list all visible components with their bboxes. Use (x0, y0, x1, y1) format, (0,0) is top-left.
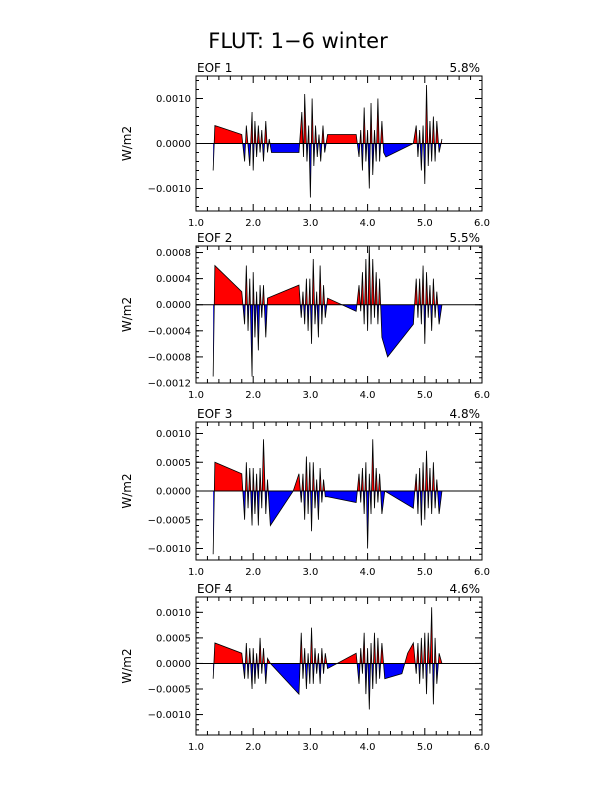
y-tick-label: −0.0008 (148, 352, 191, 363)
x-tick-label: 5.0 (417, 567, 433, 578)
positive-area (213, 85, 442, 144)
positive-area (213, 607, 442, 664)
variance-label: 4.6% (450, 582, 481, 596)
x-tick-label: 4.0 (360, 742, 376, 753)
x-tick-label: 1.0 (188, 390, 204, 401)
y-tick-label: 0.0000 (156, 659, 191, 670)
x-tick-label: 6.0 (474, 390, 490, 401)
panel-label: EOF 3 (197, 407, 232, 421)
eof-panel-1: 1.0 2.0 3.0 4.0 5.0 6.0 0.0010 0.0000 −0.0010 W/m… (120, 61, 490, 229)
x-tick-label: 1.0 (188, 742, 204, 753)
y-tick-label: 0.0000 (156, 300, 191, 311)
y-tick-label: −0.0005 (148, 685, 191, 696)
y-tick-label: −0.0005 (148, 515, 191, 526)
x-tick-label: 2.0 (245, 390, 261, 401)
y-axis-label: W/m2 (120, 126, 134, 161)
panel-label: EOF 4 (197, 582, 232, 596)
y-tick-label: −0.0010 (148, 184, 191, 195)
y-tick-label: −0.0010 (148, 544, 191, 555)
x-tick-label: 2.0 (245, 567, 261, 578)
x-tick-label: 5.0 (417, 742, 433, 753)
x-tick-label: 1.0 (188, 567, 204, 578)
x-tick-label: 6.0 (474, 218, 490, 229)
variance-label: 5.5% (450, 231, 481, 245)
y-tick-label: 0.0000 (156, 139, 191, 150)
variance-label: 4.8% (450, 407, 481, 421)
x-tick-label: 1.0 (188, 218, 204, 229)
negative-area (213, 304, 442, 377)
plot-frame (195, 596, 483, 736)
y-tick-label: 0.0005 (156, 633, 191, 644)
series-line (212, 245, 443, 377)
y-axis-label: W/m2 (120, 297, 134, 332)
x-tick-label: 2.0 (245, 218, 261, 229)
x-tick-label: 5.0 (417, 218, 433, 229)
y-tick-label: −0.0010 (148, 710, 191, 721)
eof-panel-3: 1.0 2.0 3.0 4.0 5.0 6.0 0.0010 0.0005 0.0000 −0.0… (120, 407, 490, 578)
y-tick-label: 0.0010 (156, 608, 191, 619)
plot-frame (195, 245, 483, 384)
x-tick-label: 2.0 (245, 742, 261, 753)
y-tick-label: −0.0012 (148, 379, 191, 390)
y-tick-label: 0.0010 (156, 94, 191, 105)
panel-label: EOF 1 (197, 61, 232, 75)
y-tick-label: 0.0008 (156, 248, 191, 259)
variance-label: 5.8% (450, 61, 481, 75)
y-axis-label: W/m2 (120, 648, 134, 683)
y-tick-label: −0.0004 (148, 326, 191, 337)
y-tick-label: 0.0005 (156, 458, 191, 469)
x-tick-label: 6.0 (474, 567, 490, 578)
figure-title: FLUT: 1−6 winter (208, 29, 388, 53)
y-axis-label: W/m2 (120, 473, 134, 508)
x-tick-label: 5.0 (417, 390, 433, 401)
y-tick-label: 0.0000 (156, 487, 191, 498)
panel-label: EOF 2 (197, 231, 232, 245)
x-tick-label: 3.0 (302, 390, 318, 401)
eof-panel-4: 1.0 2.0 3.0 4.0 5.0 6.0 0.0010 0.0005 0.0000 −0.0… (120, 582, 490, 753)
x-tick-label: 6.0 (474, 742, 490, 753)
y-tick-label: 0.0010 (156, 429, 191, 440)
series-line (212, 607, 443, 710)
x-tick-label: 4.0 (360, 567, 376, 578)
x-tick-label: 4.0 (360, 390, 376, 401)
x-tick-label: 3.0 (302, 567, 318, 578)
x-tick-label: 3.0 (302, 218, 318, 229)
panels: 1.0 2.0 3.0 4.0 5.0 6.0 0.0010 0.0000 −0.0010 W/m… (120, 61, 490, 753)
x-tick-label: 4.0 (360, 218, 376, 229)
negative-area (213, 491, 442, 555)
eof-panel-2: 1.0 2.0 3.0 4.0 5.0 6.0 0.0008 0.0004 0.0000 −0.0… (120, 231, 490, 401)
x-tick-label: 3.0 (302, 742, 318, 753)
y-tick-label: 0.0004 (156, 274, 191, 285)
series-line (212, 439, 443, 555)
